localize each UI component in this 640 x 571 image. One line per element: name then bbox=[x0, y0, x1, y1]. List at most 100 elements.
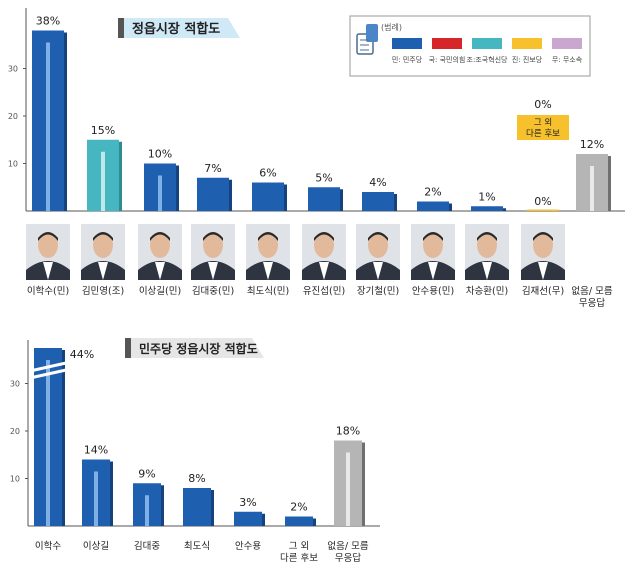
axis-break-mark bbox=[29, 361, 67, 373]
y-tick-label: 10 bbox=[8, 160, 18, 169]
legend-label-min: 민: 민주당 bbox=[392, 55, 423, 64]
value-label: 6% bbox=[259, 167, 276, 180]
photo-hair bbox=[150, 232, 170, 241]
value-label: 12% bbox=[580, 138, 604, 151]
value-label: 7% bbox=[204, 162, 221, 175]
value-label-other: 0% bbox=[534, 98, 551, 111]
bar2 bbox=[285, 516, 313, 526]
category-label-2: 김대중 bbox=[134, 540, 160, 552]
y-tick-label: 20 bbox=[8, 112, 18, 121]
title-tag-2 bbox=[131, 338, 264, 358]
other-callout-label: 다른 후보 bbox=[526, 129, 560, 139]
phone-icon bbox=[366, 24, 378, 42]
photo-face bbox=[423, 232, 443, 258]
category-label-2: 다른 후보 bbox=[280, 553, 318, 564]
candidate-photo bbox=[138, 224, 182, 280]
photo-face bbox=[477, 232, 497, 258]
category-label-2: 이학수 bbox=[35, 541, 61, 552]
candidate-photo bbox=[191, 224, 235, 280]
other-callout-box bbox=[517, 115, 569, 140]
category-label: 장기철(민) bbox=[357, 286, 399, 297]
title-marker-2 bbox=[125, 338, 131, 358]
chart-title-2: 민주당 정읍시장 적합도 bbox=[139, 341, 258, 356]
photo-face bbox=[93, 232, 113, 258]
bar2-highlight bbox=[145, 495, 149, 526]
value-label: 15% bbox=[91, 124, 115, 137]
bar2 bbox=[234, 511, 262, 526]
photo-shirt bbox=[263, 262, 273, 280]
photo-shirt bbox=[208, 262, 218, 280]
category-label-2: 최도식 bbox=[184, 541, 210, 552]
bar2-highlight bbox=[46, 360, 50, 526]
photo-hair bbox=[93, 232, 113, 241]
candidate-photo bbox=[81, 224, 125, 280]
bar2 bbox=[183, 488, 211, 526]
photo-hair bbox=[423, 232, 443, 241]
category-label: 안수용(민) bbox=[412, 286, 454, 297]
photo-face bbox=[38, 232, 58, 258]
axis-break-mark bbox=[29, 368, 67, 380]
value-label-2: 44% bbox=[70, 348, 94, 361]
y-tick-label-2: 10 bbox=[10, 475, 20, 484]
value-label-2: 8% bbox=[188, 472, 205, 485]
legend-swatch-min bbox=[392, 38, 422, 49]
bar bbox=[197, 177, 229, 211]
photo-shirt bbox=[319, 262, 329, 280]
bar2-highlight bbox=[346, 452, 350, 526]
bar bbox=[362, 192, 394, 211]
category-label: 최도식(민) bbox=[247, 286, 289, 297]
candidate-photo bbox=[26, 224, 70, 280]
photo-shirt bbox=[43, 262, 53, 280]
value-label: 2% bbox=[424, 186, 441, 199]
candidate-photo bbox=[465, 224, 509, 280]
bar-highlight bbox=[590, 166, 594, 211]
category-label: 무응답 bbox=[579, 297, 605, 309]
legend-swatch-jin bbox=[512, 38, 542, 49]
value-label: 4% bbox=[369, 176, 386, 189]
photo-hair bbox=[38, 232, 58, 241]
category-label-2: 이상길 bbox=[83, 540, 109, 552]
photo-shirt bbox=[98, 262, 108, 280]
value-label-2: 14% bbox=[84, 444, 108, 457]
value-label: 0% bbox=[534, 195, 551, 208]
other-callout-label: 그 외 bbox=[534, 117, 552, 128]
candidate-photo bbox=[521, 224, 565, 280]
y-tick-label-2: 30 bbox=[10, 380, 20, 389]
photo-shirt bbox=[482, 262, 492, 280]
bar-highlight bbox=[101, 151, 105, 211]
bar-highlight bbox=[158, 175, 162, 211]
photo-face bbox=[533, 232, 553, 258]
bar2-highlight bbox=[94, 471, 98, 526]
value-label: 5% bbox=[315, 171, 332, 184]
bar bbox=[252, 182, 284, 211]
category-label: 유진섭(민) bbox=[303, 286, 345, 297]
candidate-photo bbox=[356, 224, 400, 280]
category-label: 이학수(민) bbox=[27, 286, 69, 297]
y-tick-label: 30 bbox=[8, 65, 18, 74]
category-label: 없음/ 모름 bbox=[571, 285, 612, 297]
legend-label-jin: 진: 진보당 bbox=[512, 55, 543, 64]
candidate-photo bbox=[246, 224, 290, 280]
photo-hair bbox=[368, 232, 388, 241]
photo-shirt bbox=[373, 262, 383, 280]
photo-shirt bbox=[538, 262, 548, 280]
photo-face bbox=[203, 232, 223, 258]
title-tag bbox=[124, 18, 240, 38]
bar-highlight bbox=[46, 42, 50, 211]
category-label-2: 무응답 bbox=[335, 552, 361, 564]
candidate-photo bbox=[411, 224, 455, 280]
legend-swatch-jo bbox=[472, 38, 502, 49]
photo-hair bbox=[533, 232, 553, 241]
value-label-2: 3% bbox=[239, 496, 256, 509]
candidate-photo bbox=[302, 224, 346, 280]
category-label: 김재선(무) bbox=[522, 285, 564, 297]
bar bbox=[527, 209, 559, 211]
photo-face bbox=[368, 232, 388, 258]
category-label: 이상길(민) bbox=[139, 285, 181, 297]
photo-shirt bbox=[155, 262, 165, 280]
value-label-2: 18% bbox=[336, 425, 360, 438]
photo-face bbox=[258, 232, 278, 258]
photo-hair bbox=[477, 232, 497, 241]
photo-face bbox=[314, 232, 334, 258]
